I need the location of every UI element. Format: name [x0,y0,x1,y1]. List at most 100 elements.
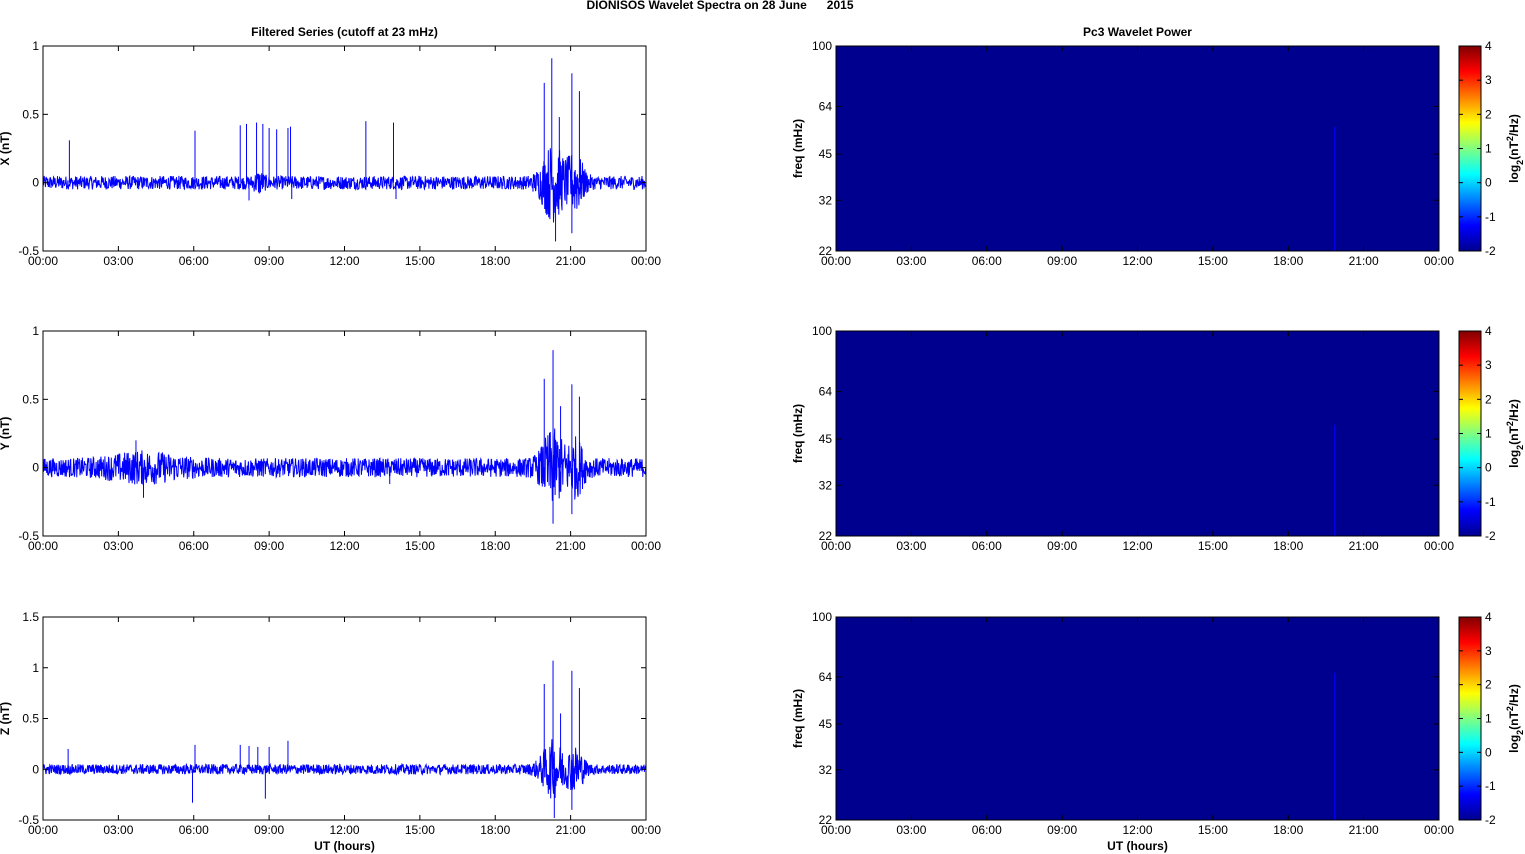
plot-area [43,617,646,820]
x-tick-label: 15:00 [405,254,435,268]
colorbar-tick-label: 0 [1485,461,1492,475]
x-tick-label: 03:00 [103,539,133,553]
plot-area [43,331,646,536]
x-tick-label: 15:00 [405,823,435,837]
y-tick-label: -0.5 [18,813,39,827]
y-tick-label: 22 [819,244,833,258]
filtered-series-panel-x: 10.50-0.500:00 03:00 06:00 09:00 12:00 15:00 1… [0,25,661,268]
colorbar-tick-label: 2 [1485,392,1492,406]
power-feature [1334,672,1336,820]
heatmap-area [836,46,1439,251]
colorbar-tick-label: 4 [1485,39,1492,53]
filtered-series-panel-z: 1.510.50-0.500:00 03:00 06:00 09:00 12:00 15:… [0,610,661,853]
x-tick-label: 00:00 [821,254,851,268]
colorbar-tick-label: 1 [1485,142,1492,156]
x-tick-label: 00:00 [28,823,58,837]
x-tick-label: 15:00 [1198,539,1228,553]
colorbar-tick-label: 1 [1485,712,1492,726]
x-tick-label: 09:00 [1047,254,1077,268]
colorbar-label-part: /Hz) [1507,399,1521,421]
colorbar-label-part: log [1507,165,1521,183]
y-tick-label: 64 [819,384,833,398]
y-tick-label: 0.5 [22,712,39,726]
colorbar-label: log2(nT2/Hz) [1505,684,1525,753]
colorbar-label-part: /Hz) [1507,684,1521,706]
x-tick-label: 18:00 [1273,539,1303,553]
x-tick-label: 12:00 [329,254,359,268]
x-tick-label: 21:00 [556,539,586,553]
y-tick-label: 1.5 [22,610,39,624]
power-feature [1334,424,1336,536]
series-line [42,739,647,799]
x-tick-label: 18:00 [480,539,510,553]
x-tick-label: 12:00 [1122,539,1152,553]
colorbar-label-part: log [1507,735,1521,753]
colorbar-tick-label: 2 [1485,107,1492,121]
power-feature [912,503,914,536]
panels: 10.50-0.500:00 03:00 06:00 09:00 12:00 15:00 1… [0,25,1525,853]
x-tick-label: 09:00 [1047,823,1077,837]
x-tick-label: 00:00 [1424,539,1454,553]
x-tick-label: 00:00 [631,823,661,837]
x-tick-label: 18:00 [480,254,510,268]
x-tick-label: 21:00 [1349,254,1379,268]
colorbar-label-part: (nT [1507,711,1521,730]
x-tick-label: 03:00 [103,823,133,837]
colorbar-tick-label: -1 [1485,495,1496,509]
y-tick-label: 100 [812,324,832,338]
colorbar-tick-label: -2 [1485,244,1496,258]
colorbar-label-part: 2 [1505,136,1515,141]
x-tick-label: 00:00 [821,539,851,553]
colorbar-label: log2(nT2/Hz) [1505,114,1525,183]
figure-title: DIONISOS Wavelet Spectra on 28 June 2015 [587,0,854,12]
x-tick-label: 18:00 [1273,823,1303,837]
colorbar-label-part: 2 [1515,160,1525,165]
x-axis-label: UT (hours) [1107,839,1168,853]
x-tick-label: 06:00 [179,823,209,837]
x-tick-label: 03:00 [896,254,926,268]
colorbar-label-part: 2 [1505,706,1515,711]
x-tick-label: 03:00 [896,823,926,837]
x-tick-label: 00:00 [1424,823,1454,837]
colorbar-tick-label: 3 [1485,73,1492,87]
heatmap-area [836,617,1439,820]
x-tick-label: 06:00 [972,823,1002,837]
colorbar-tick-label: 1 [1485,427,1492,441]
colorbar-label-part: 2 [1505,421,1515,426]
x-tick-label: 00:00 [821,823,851,837]
y-tick-label: -0.5 [18,529,39,543]
y-tick-label: 22 [819,529,833,543]
colorbar-tick-label: 3 [1485,358,1492,372]
x-tick-label: 21:00 [556,254,586,268]
y-axis-label: Z (nT) [0,702,12,735]
colorbar-label-part: log [1507,450,1521,468]
y-tick-label: 0 [32,176,39,190]
y-tick-label: 100 [812,39,832,53]
x-tick-label: 15:00 [1198,823,1228,837]
y-tick-label: 0 [32,762,39,776]
x-tick-label: 21:00 [556,823,586,837]
x-tick-label: 06:00 [179,539,209,553]
x-tick-label: 03:00 [896,539,926,553]
x-tick-label: 00:00 [28,539,58,553]
x-tick-label: 09:00 [254,823,284,837]
x-tick-label: 03:00 [103,254,133,268]
y-tick-label: 64 [819,99,833,113]
panel-title: Pc3 Wavelet Power [1083,25,1192,39]
x-axis-label: UT (hours) [314,839,375,853]
colorbar-tick-label: 0 [1485,745,1492,759]
colorbar-tick-label: -2 [1485,813,1496,827]
colorbar-label-part: 2 [1515,445,1525,450]
y-tick-label: 45 [819,717,833,731]
x-tick-label: 21:00 [1349,539,1379,553]
colorbar-tick-label: 4 [1485,610,1492,624]
y-axis-label: freq (mHz) [791,689,805,748]
x-tick-label: 18:00 [1273,254,1303,268]
colorbar-tick-label: 0 [1485,176,1492,190]
